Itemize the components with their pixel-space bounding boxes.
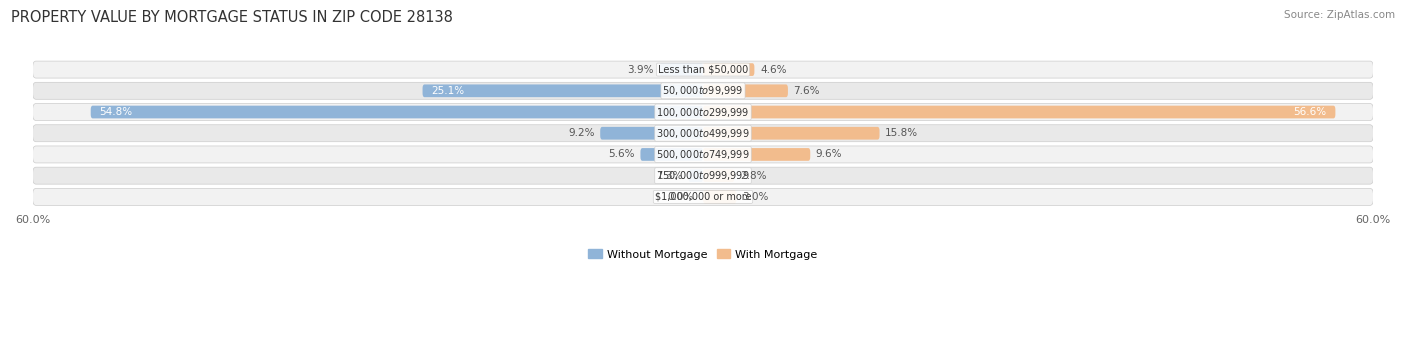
Text: 7.6%: 7.6%	[793, 86, 820, 96]
Text: $500,000 to $749,999: $500,000 to $749,999	[657, 148, 749, 161]
Text: 15.8%: 15.8%	[886, 128, 918, 138]
Text: 4.6%: 4.6%	[761, 65, 786, 74]
FancyBboxPatch shape	[423, 84, 703, 97]
Text: 3.9%: 3.9%	[627, 65, 654, 74]
Text: 9.6%: 9.6%	[815, 150, 842, 159]
Text: 1.3%: 1.3%	[657, 171, 683, 181]
Text: 56.6%: 56.6%	[1294, 107, 1326, 117]
Text: $1,000,000 or more: $1,000,000 or more	[655, 192, 751, 202]
Text: 3.0%: 3.0%	[742, 192, 769, 202]
Text: 54.8%: 54.8%	[100, 107, 132, 117]
Legend: Without Mortgage, With Mortgage: Without Mortgage, With Mortgage	[583, 245, 823, 264]
FancyBboxPatch shape	[91, 106, 703, 118]
Text: 0.0%: 0.0%	[668, 192, 695, 202]
Text: 25.1%: 25.1%	[432, 86, 464, 96]
FancyBboxPatch shape	[659, 63, 703, 76]
Text: 9.2%: 9.2%	[568, 128, 595, 138]
FancyBboxPatch shape	[703, 127, 880, 140]
FancyBboxPatch shape	[32, 82, 1374, 99]
Text: $750,000 to $999,999: $750,000 to $999,999	[657, 169, 749, 182]
FancyBboxPatch shape	[689, 169, 703, 182]
Text: 5.6%: 5.6%	[609, 150, 636, 159]
FancyBboxPatch shape	[32, 125, 1374, 142]
FancyBboxPatch shape	[640, 148, 703, 161]
FancyBboxPatch shape	[600, 127, 703, 140]
Text: 2.8%: 2.8%	[740, 171, 766, 181]
FancyBboxPatch shape	[703, 63, 755, 76]
Text: $50,000 to $99,999: $50,000 to $99,999	[662, 84, 744, 97]
Text: $100,000 to $299,999: $100,000 to $299,999	[657, 105, 749, 119]
FancyBboxPatch shape	[32, 188, 1374, 205]
FancyBboxPatch shape	[32, 104, 1374, 120]
FancyBboxPatch shape	[32, 61, 1374, 78]
FancyBboxPatch shape	[703, 169, 734, 182]
FancyBboxPatch shape	[703, 148, 810, 161]
Text: PROPERTY VALUE BY MORTGAGE STATUS IN ZIP CODE 28138: PROPERTY VALUE BY MORTGAGE STATUS IN ZIP…	[11, 10, 453, 25]
Text: Less than $50,000: Less than $50,000	[658, 65, 748, 74]
Text: Source: ZipAtlas.com: Source: ZipAtlas.com	[1284, 10, 1395, 20]
FancyBboxPatch shape	[703, 190, 737, 203]
FancyBboxPatch shape	[703, 106, 1336, 118]
FancyBboxPatch shape	[32, 167, 1374, 184]
FancyBboxPatch shape	[32, 146, 1374, 163]
Text: $300,000 to $499,999: $300,000 to $499,999	[657, 127, 749, 140]
FancyBboxPatch shape	[703, 84, 787, 97]
